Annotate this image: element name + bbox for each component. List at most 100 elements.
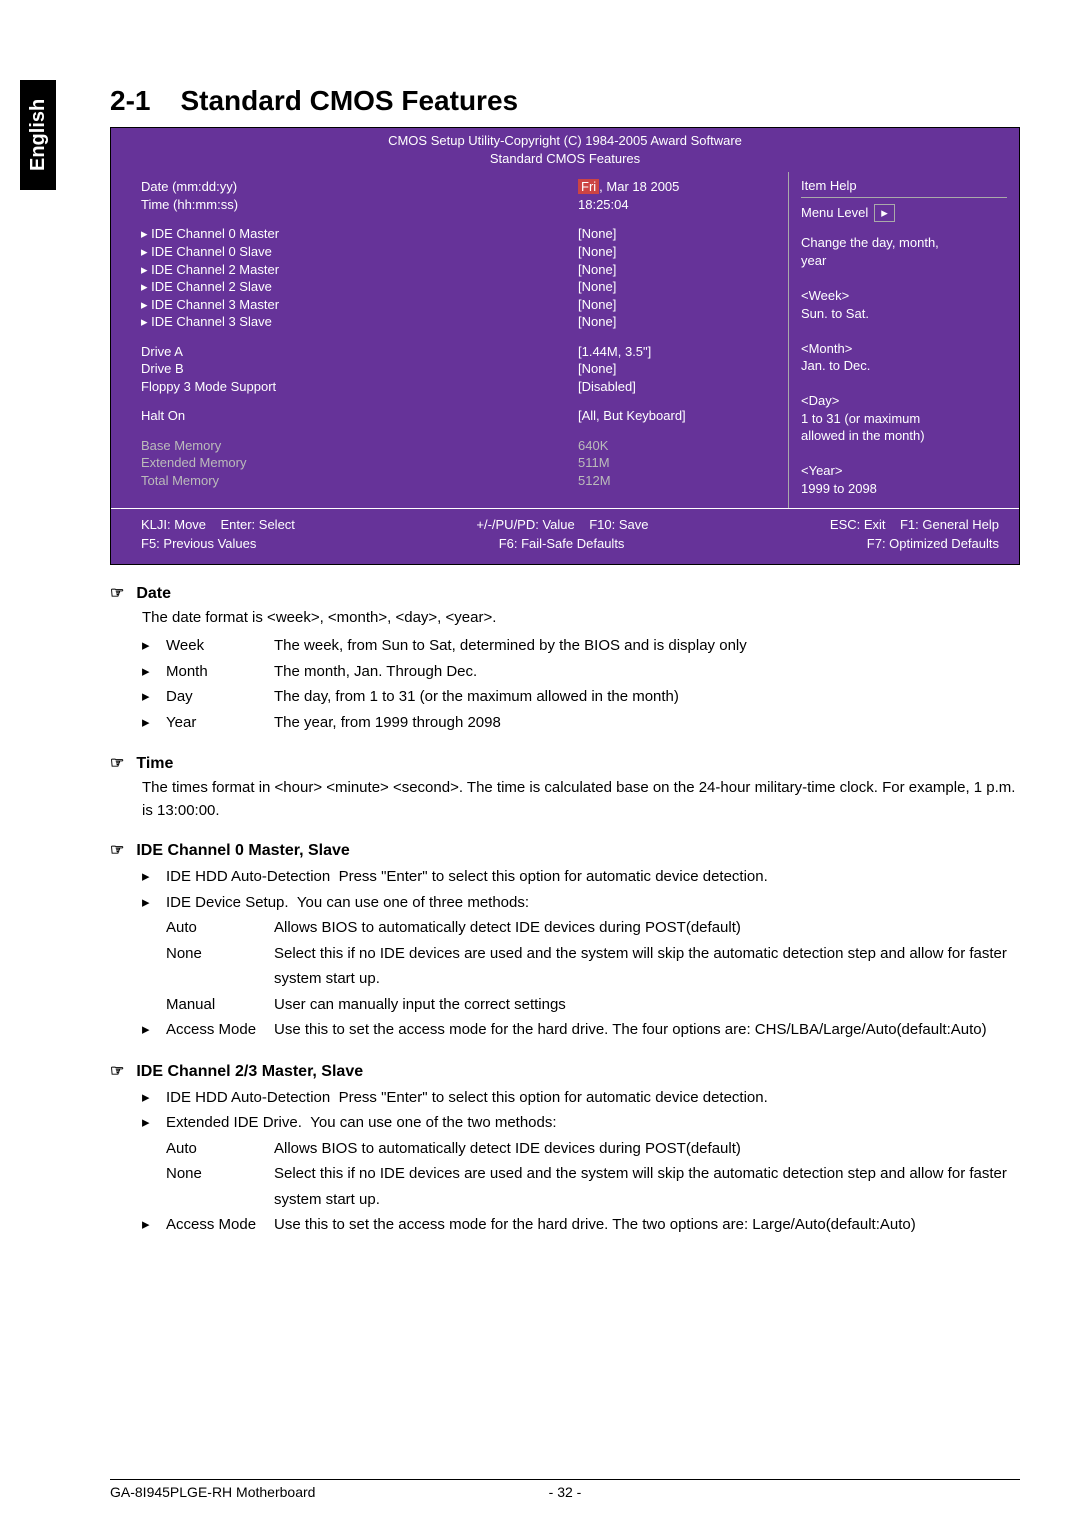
bios-help-panel: Item Help Menu Level▸ Change the day, mo… xyxy=(789,172,1019,507)
doc-text: Use this to set the access mode for the … xyxy=(274,1017,1020,1043)
bios-field-value[interactable]: [1.44M, 3.5"] xyxy=(578,343,768,361)
bios-field-value[interactable]: [None] xyxy=(578,313,768,331)
page-footer: GA-8I945PLGE-RH Motherboard - 32 - xyxy=(110,1479,1020,1500)
help-title: Item Help xyxy=(801,178,1007,193)
footer-hint: KLJI: Move Enter: Select xyxy=(141,515,295,535)
doc-text: Select this if no IDE devices are used a… xyxy=(274,941,1020,992)
bios-field-value[interactable]: [None] xyxy=(578,225,768,243)
help-line: Change the day, month, xyxy=(801,234,1007,252)
footer-hint: ESC: Exit F1: General Help xyxy=(830,515,999,535)
arrow-icon: ▸ xyxy=(142,1017,166,1043)
doc-text: The day, from 1 to 31 (or the maximum al… xyxy=(274,684,1020,710)
section-number: 2-1 xyxy=(110,85,150,116)
bios-field-label[interactable]: ▸ IDE Channel 3 Slave xyxy=(141,313,578,331)
bios-field-label[interactable]: ▸ IDE Channel 3 Master xyxy=(141,296,578,314)
pointer-icon: ☞ xyxy=(110,585,124,602)
arrow-icon: ▸ xyxy=(142,710,166,736)
doc-text: User can manually input the correct sett… xyxy=(274,992,1020,1018)
bios-field-label: Halt On xyxy=(141,407,578,425)
bios-header-line2: Standard CMOS Features xyxy=(115,150,1015,168)
bios-field-label[interactable]: ▸ IDE Channel 0 Slave xyxy=(141,243,578,261)
help-line xyxy=(801,322,1007,340)
footer-hint: F6: Fail-Safe Defaults xyxy=(499,534,625,554)
doc-text: Allows BIOS to automatically detect IDE … xyxy=(274,1136,1020,1162)
bios-field-value[interactable]: [None] xyxy=(578,243,768,261)
bios-field-value[interactable]: [None] xyxy=(578,360,768,378)
arrow-icon: ▸ xyxy=(142,659,166,685)
help-line xyxy=(801,269,1007,287)
bios-field-value[interactable]: [None] xyxy=(578,261,768,279)
language-tab: English xyxy=(20,80,56,190)
help-line: <Month> xyxy=(801,340,1007,358)
arrow-icon: ▸ xyxy=(142,1212,166,1238)
bios-field-value: 640K xyxy=(578,437,768,455)
help-line: <Week> xyxy=(801,287,1007,305)
help-line: year xyxy=(801,252,1007,270)
bios-field-label: Date (mm:dd:yy) xyxy=(141,178,578,196)
bios-field-value[interactable]: 18:25:04 xyxy=(578,196,768,214)
bios-field-value[interactable]: [None] xyxy=(578,278,768,296)
pointer-icon: ☞ xyxy=(110,1063,124,1080)
arrow-icon: ▸ xyxy=(142,1110,166,1136)
doc-section-ide23: ☞IDE Channel 2/3 Master, Slave ▸IDE HDD … xyxy=(110,1061,1020,1238)
section-heading: 2-1 Standard CMOS Features xyxy=(110,85,1020,117)
doc-desc: The times format in <hour> <minute> <sec… xyxy=(142,777,1020,822)
bios-field-value[interactable]: Fri, Mar 18 2005 xyxy=(578,178,768,196)
help-line: Jan. to Dec. xyxy=(801,357,1007,375)
bios-field-value: 511M xyxy=(578,454,768,472)
bios-screen: CMOS Setup Utility-Copyright (C) 1984-20… xyxy=(110,127,1020,565)
doc-key: Week xyxy=(166,633,274,659)
bios-field-label[interactable]: ▸ IDE Channel 2 Master xyxy=(141,261,578,279)
bios-field-value[interactable]: [None] xyxy=(578,296,768,314)
arrow-icon: ▸ xyxy=(142,890,166,916)
doc-text: The week, from Sun to Sat, determined by… xyxy=(274,633,1020,659)
doc-section-time: ☞ Time The times format in <hour> <minute… xyxy=(110,753,1020,822)
bios-header: CMOS Setup Utility-Copyright (C) 1984-20… xyxy=(111,128,1019,172)
doc-key: Day xyxy=(166,684,274,710)
doc-title: IDE Channel 2/3 Master, Slave xyxy=(136,1063,363,1080)
doc-key: Access Mode xyxy=(166,1017,274,1043)
bios-field-value: 512M xyxy=(578,472,768,490)
help-line: 1 to 31 (or maximum xyxy=(801,410,1007,428)
doc-text: Use this to set the access mode for the … xyxy=(274,1212,1020,1238)
doc-key: Month xyxy=(166,659,274,685)
doc-text: IDE HDD Auto-Detection Press "Enter" to … xyxy=(166,1085,1020,1111)
bios-field-label: Base Memory xyxy=(141,437,578,455)
bios-main-panel: Date (mm:dd:yy) Fri, Mar 18 2005 Time (h… xyxy=(111,172,789,507)
pointer-icon: ☞ xyxy=(110,755,124,772)
help-line xyxy=(801,445,1007,463)
footer-hint: F5: Previous Values xyxy=(141,534,256,554)
doc-title: IDE Channel 0 Master, Slave xyxy=(136,842,349,859)
bios-field-label: Drive A xyxy=(141,343,578,361)
help-menu-level: Menu Level▸ xyxy=(801,204,1007,222)
doc-key: None xyxy=(166,941,274,992)
bios-field-value[interactable]: [Disabled] xyxy=(578,378,768,396)
pointer-icon: ☞ xyxy=(110,842,124,859)
bios-field-value[interactable]: [All, But Keyboard] xyxy=(578,407,768,425)
footer-hint: +/-/PU/PD: Value F10: Save xyxy=(476,515,648,535)
doc-key: Auto xyxy=(166,915,274,941)
doc-key: Year xyxy=(166,710,274,736)
doc-key: Access Mode xyxy=(166,1212,274,1238)
doc-text: The month, Jan. Through Dec. xyxy=(274,659,1020,685)
bios-field-label[interactable]: ▸ IDE Channel 0 Master xyxy=(141,225,578,243)
doc-title: Time xyxy=(136,755,173,772)
bios-field-label: Drive B xyxy=(141,360,578,378)
footer-hint: F7: Optimized Defaults xyxy=(867,534,999,554)
footer-page-number: - 32 - xyxy=(530,1484,600,1500)
arrow-icon: ▸ xyxy=(142,633,166,659)
doc-title: Date xyxy=(136,585,171,602)
doc-text: The year, from 1999 through 2098 xyxy=(274,710,1020,736)
help-line: <Day> xyxy=(801,392,1007,410)
doc-key: Auto xyxy=(166,1136,274,1162)
arrow-icon: ▸ xyxy=(142,864,166,890)
bios-field-label[interactable]: ▸ IDE Channel 2 Slave xyxy=(141,278,578,296)
doc-key: None xyxy=(166,1161,274,1212)
doc-text: IDE HDD Auto-Detection Press "Enter" to … xyxy=(166,864,1020,890)
bios-footer: KLJI: Move Enter: Select +/-/PU/PD: Valu… xyxy=(111,509,1019,564)
section-title-text: Standard CMOS Features xyxy=(180,85,518,116)
doc-desc: The date format is <week>, <month>, <day… xyxy=(142,607,1020,630)
doc-text: Select this if no IDE devices are used a… xyxy=(274,1161,1020,1212)
doc-section-ide0: ☞IDE Channel 0 Master, Slave ▸IDE HDD Au… xyxy=(110,840,1020,1043)
doc-key: Manual xyxy=(166,992,274,1018)
